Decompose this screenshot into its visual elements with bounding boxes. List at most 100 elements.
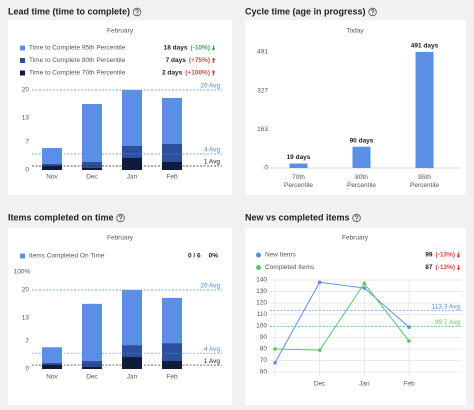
trend-arrow bbox=[211, 45, 216, 51]
bar bbox=[82, 303, 102, 369]
legend-summary: 7 days bbox=[166, 57, 187, 64]
trend-arrow bbox=[456, 265, 461, 271]
panel-card bbox=[8, 228, 232, 405]
legend-summary: 2 days bbox=[162, 70, 183, 77]
legend-summary: 18 days bbox=[164, 45, 188, 52]
y-tick-label: 120 bbox=[256, 300, 267, 307]
trend-arrow bbox=[211, 70, 216, 76]
legend-label: Time to Complete 80th Percentile bbox=[29, 57, 126, 64]
y-tick-label: 13 bbox=[22, 115, 30, 122]
series-line bbox=[274, 282, 410, 351]
x-tick-label: Dec bbox=[314, 381, 326, 388]
panel-title: Items completed on time bbox=[8, 212, 114, 222]
x-tick-label: Jan bbox=[127, 374, 138, 381]
legend-swatch bbox=[20, 45, 25, 51]
panel-subtitle: February bbox=[107, 235, 134, 242]
help-icon-dot bbox=[356, 219, 357, 221]
bar bbox=[122, 158, 142, 170]
help-icon-ring bbox=[132, 7, 142, 17]
y-tick-label: 20 bbox=[22, 87, 30, 94]
help-icon bbox=[368, 7, 377, 17]
help-icon-mark bbox=[354, 215, 359, 220]
x-tick-label: Feb bbox=[166, 374, 178, 381]
legend-swatch bbox=[20, 70, 25, 76]
y-tick-label: 327 bbox=[257, 87, 268, 94]
reference-label: 113.3 Avg bbox=[432, 303, 461, 310]
bar bbox=[352, 146, 371, 168]
legend-label: Time to Complete 70th Percentile bbox=[29, 70, 126, 77]
reference-label: 4 Avg bbox=[204, 346, 221, 353]
bar bbox=[82, 367, 102, 369]
bar-value-label: 19 days bbox=[287, 154, 311, 161]
help-icon-mark bbox=[370, 9, 375, 14]
legend-change: (-10%) bbox=[190, 45, 210, 52]
legend-label: Time to Complete 95th Percentile bbox=[29, 45, 126, 52]
help-icon-dot bbox=[120, 219, 121, 221]
help-icon bbox=[352, 213, 361, 223]
series-point bbox=[273, 347, 277, 351]
y-tick-label: 130 bbox=[256, 288, 267, 295]
x-tick-label: Feb bbox=[166, 174, 178, 181]
bar bbox=[289, 163, 308, 168]
axis-annotation: 100% bbox=[14, 269, 31, 276]
series-point bbox=[407, 339, 411, 343]
reference-label: 1 Avg bbox=[204, 159, 221, 166]
y-tick-label: 491 bbox=[257, 49, 268, 56]
bar bbox=[42, 166, 62, 170]
trend-arrow bbox=[456, 252, 461, 258]
bar bbox=[122, 357, 142, 369]
panel-card bbox=[245, 228, 466, 405]
y-tick-label: 0 bbox=[25, 366, 29, 373]
bar bbox=[42, 365, 62, 369]
y-tick-label: 100 bbox=[256, 323, 267, 330]
legend-swatch bbox=[256, 252, 261, 258]
help-icon-ring bbox=[352, 213, 361, 223]
x-tick-label: 70th Percentile bbox=[284, 174, 313, 189]
legend-swatch bbox=[20, 253, 25, 259]
bar bbox=[82, 168, 102, 170]
panel-subtitle: Today bbox=[346, 28, 364, 35]
reference-label: 20 Avg bbox=[200, 83, 220, 90]
reference-label: 1 Avg bbox=[204, 358, 221, 365]
y-tick-label: 163 bbox=[257, 126, 268, 133]
legend-label: New Items bbox=[265, 252, 296, 259]
help-icon bbox=[116, 213, 125, 223]
series-point bbox=[273, 361, 277, 365]
y-tick-label: 7 bbox=[25, 338, 29, 345]
x-tick-label: Jan bbox=[359, 381, 370, 388]
help-icon-dot bbox=[136, 13, 138, 15]
bar-value-label: 90 days bbox=[350, 137, 374, 144]
help-icon-ring bbox=[116, 213, 125, 223]
panel-subtitle: February bbox=[342, 235, 369, 242]
y-tick-label: 20 bbox=[22, 287, 30, 294]
y-tick-label: 0 bbox=[25, 167, 29, 174]
help-icon-mark bbox=[135, 9, 139, 14]
legend-change: (+100%) bbox=[185, 70, 210, 77]
help-icon-ring bbox=[368, 7, 377, 17]
x-tick-label: Nov bbox=[46, 374, 58, 381]
legend-swatch bbox=[256, 265, 261, 270]
y-tick-label: 7 bbox=[25, 139, 29, 146]
reference-label: 4 Avg bbox=[204, 147, 221, 154]
y-tick-label: 80 bbox=[260, 346, 268, 353]
series-point bbox=[362, 281, 367, 286]
trend-arrow bbox=[211, 57, 216, 63]
series-point bbox=[407, 325, 411, 329]
x-tick-label: Dec bbox=[86, 374, 98, 381]
legend-change: (+75%) bbox=[189, 57, 210, 64]
legend-change: 0% bbox=[209, 253, 219, 260]
bar-value-label: 491 days bbox=[411, 43, 439, 50]
legend-label: Completed Items bbox=[265, 264, 315, 271]
x-tick-label: Jan bbox=[127, 174, 138, 181]
y-tick-label: 110 bbox=[257, 311, 268, 318]
panel-title: New vs completed items bbox=[245, 212, 350, 222]
legend-change: (-13%) bbox=[435, 264, 455, 271]
series-line bbox=[274, 281, 410, 364]
reference-label: 99.7 Avg bbox=[435, 319, 461, 326]
x-tick-label: Feb bbox=[403, 381, 415, 388]
panel-title: Cycle time (age in progress) bbox=[245, 6, 366, 16]
legend-change: (-13%) bbox=[435, 252, 455, 259]
bar bbox=[415, 52, 434, 168]
legend-summary: 0 / 6 bbox=[188, 253, 201, 260]
